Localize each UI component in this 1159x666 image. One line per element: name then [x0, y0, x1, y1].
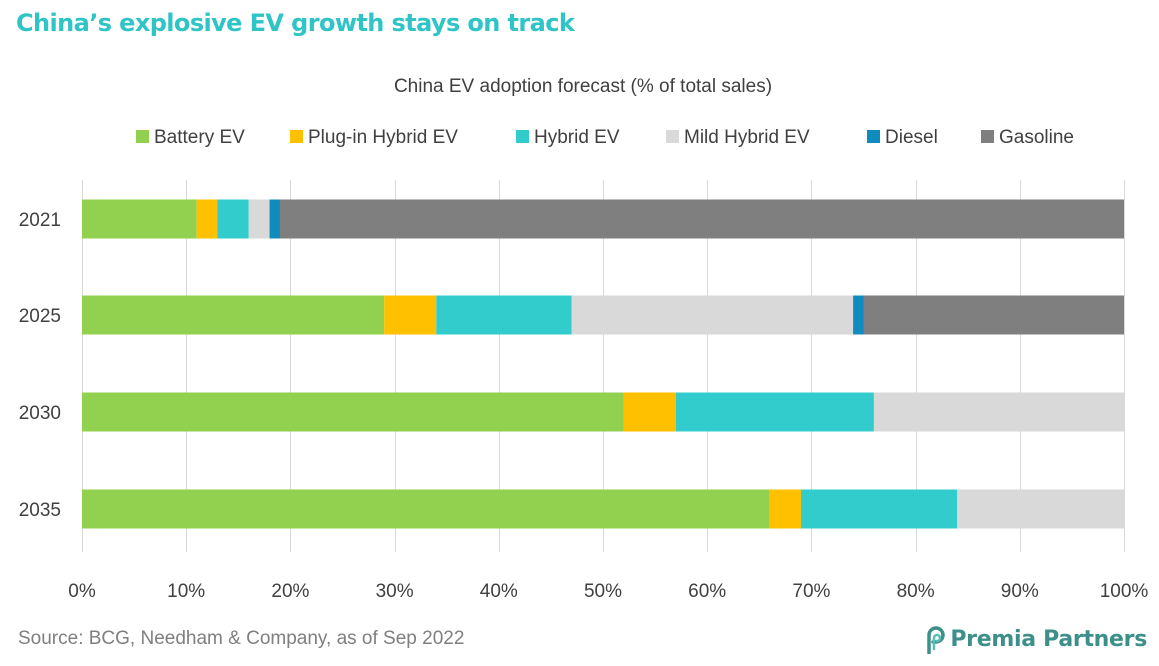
- x-tick-label: 30%: [376, 581, 414, 602]
- bar-segment-gasoline: [279, 199, 1125, 239]
- legend-label-mild-hybrid-ev: Mild Hybrid EV: [684, 127, 810, 148]
- chart-title: China EV adoption forecast (% of total s…: [394, 76, 772, 97]
- legend-label-hybrid-ev: Hybrid EV: [534, 127, 620, 148]
- bar-segments: [82, 199, 1125, 529]
- legend-label-battery-ev: Battery EV: [154, 127, 245, 148]
- bar-segment-mild-hybrid-ev: [248, 199, 270, 239]
- x-tick-label: 10%: [167, 581, 205, 602]
- legend: Battery EV Plug-in Hybrid EV Hybrid EV Mild…: [136, 127, 1074, 148]
- bar-segment-battery-ev: [82, 199, 197, 239]
- bar-segment-hybrid-ev: [675, 392, 874, 432]
- x-tick-label: 50%: [584, 581, 622, 602]
- bar-segment-hybrid-ev: [436, 295, 572, 335]
- bar-segment-battery-ev: [82, 489, 770, 529]
- legend-label-diesel: Diesel: [885, 127, 938, 148]
- brand-name: Premia Partners: [950, 626, 1147, 652]
- x-tick-label: 0%: [68, 581, 96, 602]
- bar-segment-hybrid-ev: [217, 199, 249, 239]
- x-tick-labels: 0% 10% 20% 30% 40% 50% 60% 70% 80% 90% 100%: [68, 581, 1148, 602]
- bar-segment-plug-in-hybrid-ev: [196, 199, 218, 239]
- x-tick-label: 80%: [897, 581, 935, 602]
- legend-label-gasoline: Gasoline: [999, 127, 1074, 148]
- bar-segment-mild-hybrid-ev: [571, 295, 854, 335]
- bar-segment-battery-ev: [82, 295, 385, 335]
- bar-segment-mild-hybrid-ev: [873, 392, 1124, 432]
- premia-logo-icon: [927, 626, 946, 654]
- bar-segment-mild-hybrid-ev: [957, 489, 1124, 529]
- page-headline: China’s explosive EV growth stays on tra…: [16, 9, 575, 37]
- bar-segment-plug-in-hybrid-ev: [769, 489, 801, 529]
- legend-swatch-plug-in-hybrid-ev: [290, 130, 303, 143]
- bar-segment-hybrid-ev: [800, 489, 958, 529]
- x-tick-label: 20%: [271, 581, 309, 602]
- x-tick-label: 70%: [792, 581, 830, 602]
- bar-segment-diesel: [269, 199, 280, 239]
- legend-label-plug-in-hybrid-ev: Plug-in Hybrid EV: [308, 127, 458, 148]
- bar-segment-plug-in-hybrid-ev: [384, 295, 437, 335]
- legend-swatch-gasoline: [981, 130, 994, 143]
- legend-swatch-diesel: [867, 130, 880, 143]
- legend-swatch-hybrid-ev: [516, 130, 529, 143]
- category-labels: 2021 2025 2030 2035: [19, 210, 61, 521]
- x-tick-label: 40%: [480, 581, 518, 602]
- bar-segment-gasoline: [863, 295, 1124, 335]
- brand-logo: Premia Partners: [922, 622, 1147, 656]
- category-label: 2030: [19, 403, 61, 424]
- bar-segment-plug-in-hybrid-ev: [623, 392, 676, 432]
- source-note: Source: BCG, Needham & Company, as of Se…: [18, 628, 465, 649]
- x-tick-label: 60%: [688, 581, 726, 602]
- category-label: 2025: [19, 306, 61, 327]
- category-label: 2021: [19, 210, 61, 231]
- bar-segment-diesel: [853, 295, 864, 335]
- bar-segment-battery-ev: [82, 392, 624, 432]
- category-label: 2035: [19, 500, 61, 521]
- legend-swatch-battery-ev: [136, 130, 149, 143]
- x-tick-label: 100%: [1100, 581, 1149, 602]
- legend-swatch-mild-hybrid-ev: [666, 130, 679, 143]
- x-tick-label: 90%: [1001, 581, 1039, 602]
